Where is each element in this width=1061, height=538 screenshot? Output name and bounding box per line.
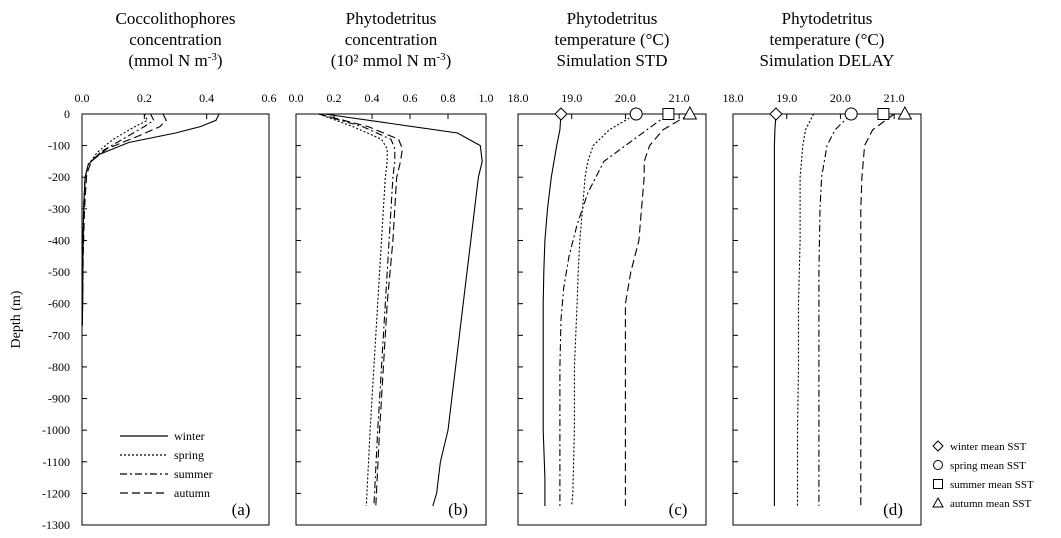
legend-label-spring: spring	[174, 448, 204, 462]
legend-marker-label: spring mean SST	[950, 460, 1026, 472]
x-tick-label: 21.0	[669, 91, 690, 105]
y-tick-label: -700	[48, 328, 70, 342]
x-tick-label: 19.0	[561, 91, 582, 105]
y-tick-label: -1300	[42, 518, 70, 532]
panel-title-line: Simulation STD	[557, 51, 668, 70]
panel-title-line: (10² mmol N m-3)	[331, 51, 452, 70]
panel-letter: (a)	[232, 500, 251, 519]
x-tick-label: 0.4	[199, 91, 214, 105]
x-tick-label: 1.0	[479, 91, 494, 105]
y-tick-label: -1200	[42, 486, 70, 500]
panel-title-line: temperature (°C)	[555, 30, 670, 49]
legend-label-winter: winter	[174, 429, 205, 443]
y-tick-label: -600	[48, 297, 70, 311]
marker-winter-sst	[769, 107, 783, 121]
y-tick-label: -1100	[42, 455, 70, 469]
marker-autumn-sst	[897, 105, 913, 120]
series-line-spring	[318, 113, 388, 507]
panel-title-line: Coccolithophores	[116, 9, 236, 28]
panel-frame	[295, 113, 487, 526]
y-tick-label: -300	[48, 202, 70, 216]
x-tick-label: 0.6	[403, 91, 418, 105]
series-line-autumn	[860, 113, 895, 506]
x-tick-label: 0.4	[365, 91, 380, 105]
legend-marker-circle	[933, 460, 943, 470]
panel-letter: (c)	[669, 500, 688, 519]
series-line-autumn	[318, 113, 403, 507]
y-tick-label: -400	[48, 233, 70, 247]
y-tick-label: -800	[48, 360, 70, 374]
panel-title-line: concentration	[345, 30, 438, 49]
x-tick-label: 0.6	[262, 91, 277, 105]
series-line-winter	[773, 113, 777, 506]
legend-marker-diamond	[932, 440, 944, 452]
y-tick-label: -1000	[42, 423, 70, 437]
series-line-winter	[81, 113, 220, 326]
panel-frame	[517, 113, 707, 526]
marker-summer-sst	[877, 108, 890, 120]
x-tick-label: 0.2	[137, 91, 152, 105]
legend-label-autumn: autumn	[174, 486, 210, 500]
series-line-autumn	[624, 113, 691, 506]
y-axis-label: Depth (m)	[9, 290, 24, 348]
marker-summer-sst	[662, 108, 675, 120]
series-line-summer	[318, 113, 396, 507]
x-tick-label: 18.0	[723, 91, 744, 105]
marker-spring-sst	[629, 107, 643, 121]
panel-title-line: Phytodetritus	[567, 9, 658, 28]
legend-marker-square	[933, 479, 943, 489]
x-tick-label: 19.0	[776, 91, 797, 105]
panel-frame	[81, 113, 270, 526]
panel-title-line: Simulation DELAY	[760, 51, 895, 70]
series-line-winter	[542, 113, 562, 506]
y-tick-label: -500	[48, 265, 70, 279]
panel-title-line: temperature (°C)	[770, 30, 885, 49]
panel-title-line: concentration	[129, 30, 222, 49]
panel-title-line: (mmol N m-3)	[128, 51, 222, 70]
series-line-spring	[796, 113, 815, 506]
x-tick-label: 0.0	[289, 91, 304, 105]
marker-winter-sst	[554, 107, 568, 121]
x-tick-label: 20.0	[830, 91, 851, 105]
series-line-summer	[559, 113, 669, 506]
y-tick-label: 0	[64, 107, 70, 121]
series-line-autumn	[81, 113, 167, 326]
legend-marker-label: autumn mean SST	[950, 498, 1032, 510]
x-tick-label: 18.0	[508, 91, 529, 105]
panel-letter: (d)	[883, 500, 903, 519]
x-tick-label: 0.8	[441, 91, 456, 105]
x-tick-label: 21.0	[884, 91, 905, 105]
series-line-spring	[571, 113, 637, 507]
panel-frame	[732, 113, 922, 526]
x-tick-label: 20.0	[615, 91, 636, 105]
y-tick-label: -100	[48, 139, 70, 153]
series-line-summer	[81, 113, 155, 326]
y-tick-label: -200	[48, 170, 70, 184]
x-tick-label: 0.0	[75, 91, 90, 105]
legend-marker-label: winter mean SST	[950, 441, 1027, 453]
marker-autumn-sst	[682, 105, 698, 120]
panel-title-line: Phytodetritus	[346, 9, 437, 28]
panel-letter: (b)	[448, 500, 468, 519]
series-line-summer	[818, 113, 852, 506]
x-tick-label: 0.2	[327, 91, 342, 105]
marker-spring-sst	[844, 107, 858, 121]
series-line-winter	[324, 113, 483, 507]
panel-title-line: Phytodetritus	[782, 9, 873, 28]
legend-marker-label: summer mean SST	[950, 479, 1034, 491]
legend-label-summer: summer	[174, 467, 213, 481]
legend-marker-triangle	[932, 496, 944, 508]
y-tick-label: -900	[48, 392, 70, 406]
